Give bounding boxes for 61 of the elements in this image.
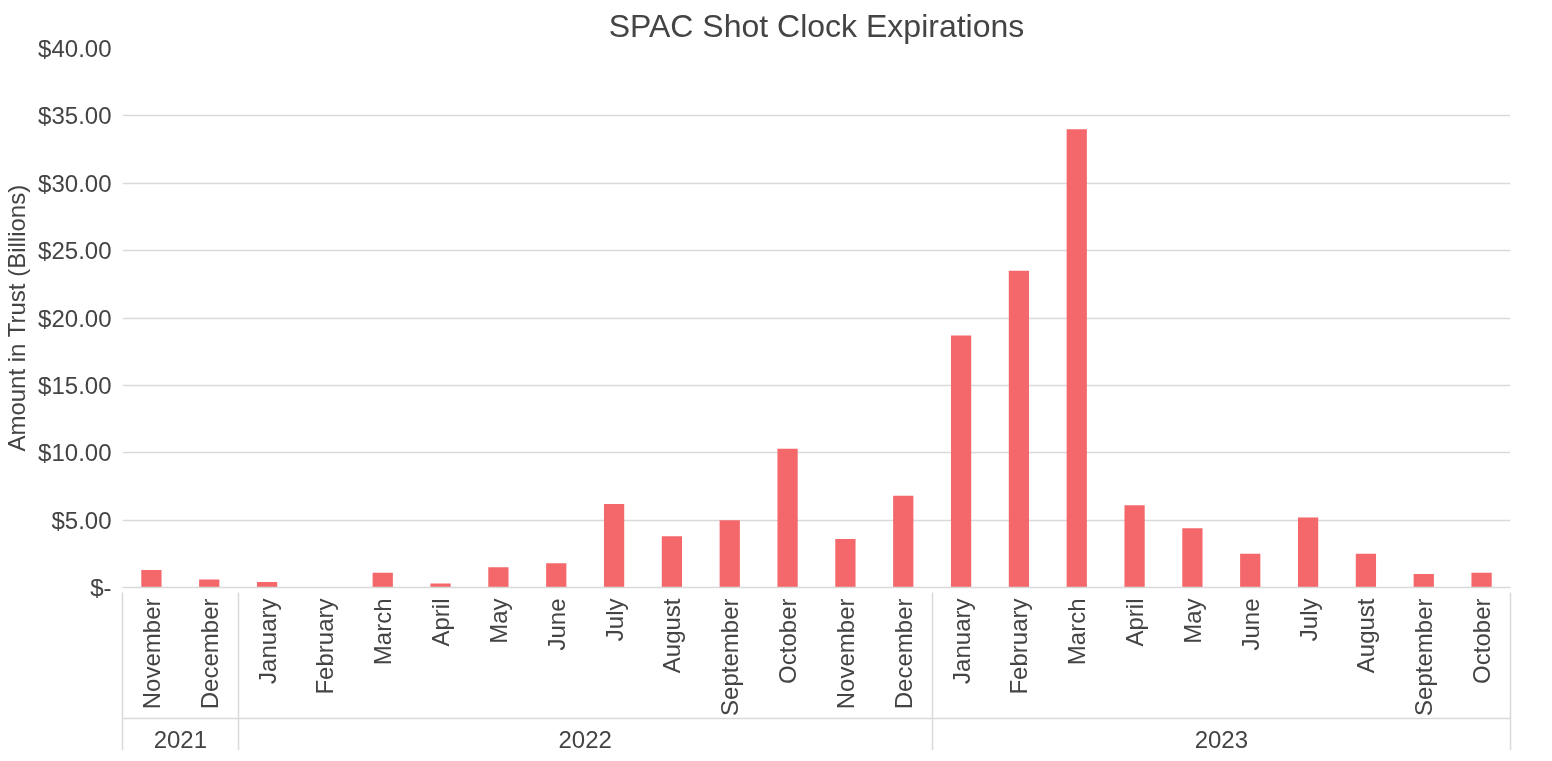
x-tick-label: July [1294,598,1322,642]
bar [1471,572,1492,588]
y-tick-label: $30.00 [38,169,112,197]
text: 2021 [153,725,208,753]
x-tick-label: June [1236,598,1264,651]
x-tick-label: November [137,598,165,710]
x-tick-label: May [1178,598,1206,644]
bar [1066,129,1087,588]
text: 2023 [1194,725,1249,753]
x-tick-label: August [1352,598,1380,674]
x-tick-label: July [600,598,628,642]
text: 2022 [558,725,612,753]
y-tick-label: $20.00 [38,304,112,332]
bar [1182,528,1203,588]
x-tick-label: November [831,598,859,710]
x-tick-label: March [1063,598,1091,666]
x-tick-label: February [311,598,339,695]
chart-title: SPAC Shot Clock Expirations [608,7,1025,44]
y-tick-label: $25.00 [38,237,112,265]
x-tick-label: December [889,598,917,710]
bar [719,520,740,588]
bar [546,563,567,588]
x-tick-label: August [658,598,686,674]
y-tick-label: $- [90,574,112,601]
bar [1355,553,1377,588]
bar [1297,517,1319,588]
bar [372,572,393,588]
x-tick-label: October [774,598,802,684]
bar [141,569,162,588]
bar [1124,505,1145,588]
x-tick-label: April [427,598,455,647]
x-tick-label: January [253,598,281,684]
x-tick-label: September [716,598,744,716]
y-tick-label: $40.00 [38,35,112,62]
x-tick-label: January [947,598,975,684]
bar [256,582,278,588]
bar [893,495,914,588]
y-tick-label: $15.00 [38,371,112,399]
x-tick-label: March [369,598,397,666]
x-tick-label: June [542,598,570,651]
bar [777,448,798,588]
bar [950,335,972,588]
bar [1240,553,1261,588]
bar [199,579,220,588]
y-tick-label: $10.00 [38,439,112,467]
bar [430,583,451,588]
bar [1008,270,1030,588]
bar [835,538,856,588]
bar [603,503,625,588]
x-tick-label: September [1410,598,1438,716]
bar [1413,574,1434,588]
bar [661,536,683,588]
x-tick-label: May [484,598,512,644]
x-tick-label: April [1121,598,1149,647]
x-tick-label: December [195,598,223,710]
y-tick-label: $35.00 [38,102,112,130]
y-axis-title: Amount in Trust (Billions) [3,184,31,452]
x-tick-label: February [1005,598,1033,695]
x-tick-label: October [1468,598,1496,684]
y-tick-label: $5.00 [51,506,112,534]
bar [488,567,509,588]
